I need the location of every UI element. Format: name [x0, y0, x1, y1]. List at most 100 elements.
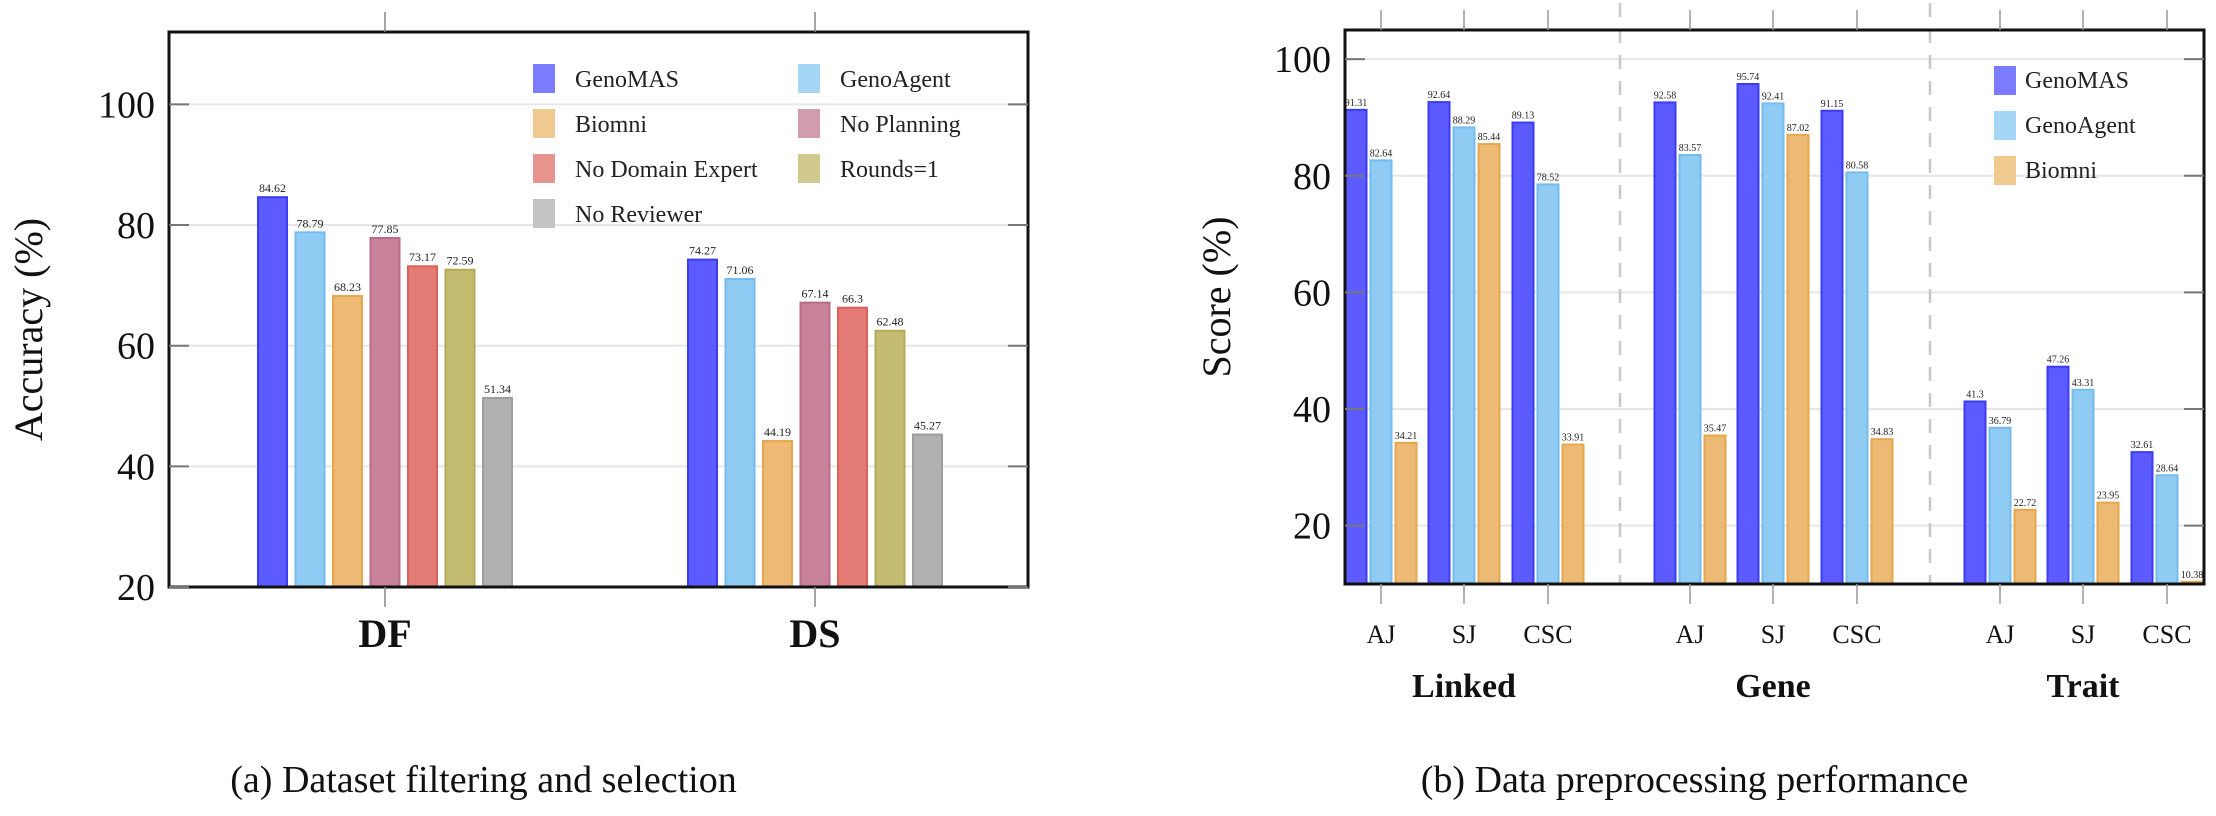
bar-genomas-trait-aj	[1963, 400, 1987, 586]
a-data-label: 72.59	[447, 254, 474, 268]
b-x-subcategory-label: AJ	[1676, 620, 1705, 649]
a-legend-swatch-biomni	[533, 109, 555, 138]
b-legend-swatch-genomas	[1994, 66, 2016, 95]
a-data-label: 66.3	[842, 292, 863, 306]
bar-biomni-gene-csc	[1870, 438, 1894, 586]
bar-genoagent-df	[294, 231, 326, 589]
b-data-label: 34.83	[1871, 427, 1894, 438]
bar-genomas-ds	[687, 258, 718, 588]
bar-rounds-1-df	[444, 268, 476, 588]
a-y-tick-label: 40	[117, 446, 155, 488]
bar-genoagent-ds	[724, 277, 756, 588]
a-legend-label: Biomni	[575, 112, 647, 138]
a-legend-label: Rounds=1	[840, 157, 939, 183]
a-legend-label: No Planning	[840, 112, 961, 138]
a-plot-frame	[167, 30, 1030, 589]
b-data-label: 82.64	[1370, 148, 1393, 159]
b-x-group-label: Linked	[1412, 668, 1516, 705]
b-data-label: 36.79	[1989, 416, 2012, 427]
bar-genoagent-linked-aj	[1369, 159, 1393, 585]
b-x-group-label: Trait	[2046, 668, 2120, 705]
a-y-tick-label: 60	[117, 326, 155, 368]
b-y-axis-title: Score (%)	[1194, 216, 1239, 377]
a-data-label: 77.85	[372, 222, 399, 236]
b-data-label: 23.95	[2097, 491, 2120, 502]
bar-genoagent-trait-sj	[2071, 388, 2095, 585]
b-plot-frame	[1343, 28, 2206, 586]
b-data-label: 33.91	[1562, 433, 1585, 444]
b-data-label: 92.58	[1654, 90, 1677, 101]
b-legend-label: GenoAgent	[2025, 113, 2136, 139]
a-legend-label: No Domain Expert	[575, 157, 758, 183]
a-data-label: 84.62	[259, 181, 286, 195]
b-data-label: 91.31	[1345, 98, 1368, 109]
a-y-tick-label: 100	[98, 84, 155, 126]
bar-genomas-gene-sj	[1736, 83, 1760, 585]
b-data-label: 41.3	[1966, 389, 1984, 400]
bar-biomni-df	[332, 295, 363, 588]
a-y-tick-label: 20	[117, 567, 155, 609]
a-data-label: 68.23	[334, 280, 361, 294]
bar-genomas-trait-sj	[2046, 365, 2070, 585]
b-data-label: 85.44	[1478, 132, 1501, 143]
bar-no-domain-expert-ds	[837, 306, 868, 588]
a-legend-swatch-genomas	[533, 64, 555, 93]
b-x-group-label: Gene	[1735, 668, 1811, 705]
b-data-label: 80.58	[1846, 160, 1869, 171]
bar-biomni-gene-aj	[1703, 434, 1727, 586]
b-x-subcategory-label: AJ	[1986, 620, 2015, 649]
b-x-subcategory-label: CSC	[1523, 620, 1572, 649]
bar-biomni-linked-csc	[1561, 443, 1585, 586]
b-y-tick-label: 40	[1293, 389, 1331, 431]
bar-genomas-linked-csc	[1511, 121, 1535, 586]
a-y-tick-label: 80	[117, 205, 155, 247]
bar-biomni-ds	[762, 440, 793, 588]
b-y-tick-label: 20	[1293, 506, 1331, 548]
a-legend-label: No Reviewer	[575, 202, 702, 228]
a-data-label: 73.17	[409, 250, 436, 264]
a-caption: (a) Dataset filtering and selection	[230, 759, 736, 801]
a-legend: GenoMAS GenoAgent Biomni No Planning No Doma…	[533, 64, 961, 228]
bar-no-domain-expert-df	[407, 265, 438, 588]
b-data-label: 95.74	[1737, 72, 1760, 83]
bar-biomni-trait-aj	[2013, 508, 2037, 586]
a-legend-swatch-genoagent	[798, 64, 820, 93]
a-data-labels: 84.62 78.79 68.23 77.85 73.17 72.59 51.34 74.27…	[259, 181, 941, 439]
a-data-label: 62.48	[877, 315, 904, 329]
b-x-subcategory-label: CSC	[2142, 620, 2191, 649]
b-data-label: 28.64	[2156, 463, 2179, 474]
bar-rounds-1-ds	[874, 329, 906, 588]
b-data-label: 92.64	[1428, 90, 1451, 101]
bar-genomas-df	[257, 196, 288, 588]
a-data-label: 74.27	[689, 244, 716, 258]
bar-no-planning-df	[369, 237, 401, 588]
a-x-category-label: DF	[358, 611, 411, 656]
bar-biomni-linked-sj	[1477, 143, 1501, 586]
bar-biomni-trait-sj	[2096, 501, 2120, 585]
bar-genoagent-trait-csc	[2155, 474, 2179, 586]
bar-biomni-gene-sj	[1786, 133, 1810, 586]
b-x-subcategory-label: AJ	[1367, 620, 1396, 649]
a-legend-label: GenoAgent	[840, 67, 951, 93]
b-legend: GenoMAS GenoAgent Biomni	[1994, 66, 2136, 185]
a-data-label: 51.34	[484, 382, 511, 396]
a-x-ticks: DF DS	[358, 12, 841, 656]
a-data-label: 45.27	[914, 419, 941, 433]
b-x-subcategory-label: CSC	[1832, 620, 1881, 649]
b-group-separators	[1618, 3, 1932, 584]
a-legend-swatch-rounds-1	[798, 154, 820, 183]
a-legend-swatch-no-domain-expert	[533, 154, 555, 183]
bar-genoagent-gene-csc	[1845, 171, 1869, 585]
b-data-label: 88.29	[1453, 115, 1476, 126]
b-legend-label: Biomni	[2025, 158, 2097, 184]
b-data-label: 34.21	[1395, 431, 1418, 442]
b-data-label: 89.13	[1512, 111, 1535, 122]
b-x-subcategory-label: SJ	[1761, 620, 1786, 649]
bar-genomas-gene-csc	[1820, 109, 1844, 586]
b-data-label: 87.02	[1787, 123, 1810, 134]
chart-a-dataset-filtering: 84.62 78.79 68.23 77.85 73.17 72.59 51.34 74.27…	[6, 12, 1030, 801]
bar-no-reviewer-ds	[912, 433, 943, 588]
bar-genoagent-gene-aj	[1678, 153, 1702, 585]
b-legend-swatch-biomni	[1994, 156, 2016, 185]
